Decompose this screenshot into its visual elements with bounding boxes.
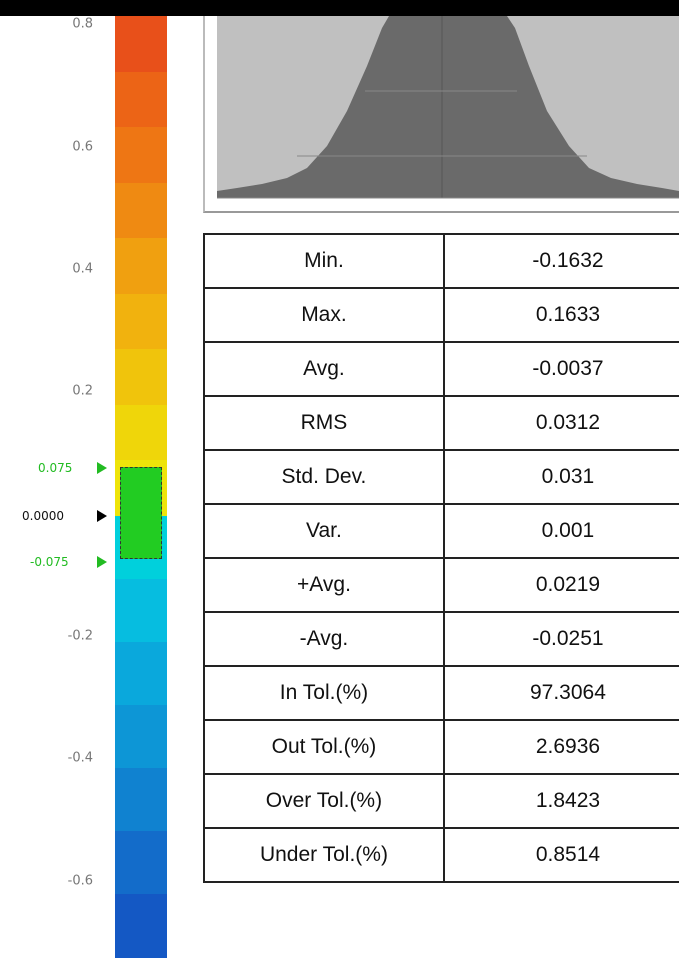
stats-row: Out Tol.(%) 2.6936 — [203, 719, 679, 775]
scale-color-band — [115, 404, 167, 462]
stat-label: -Avg. — [203, 611, 445, 667]
scale-color-band — [115, 349, 167, 406]
stats-row: +Avg. 0.0219 — [203, 557, 679, 613]
scale-color-band — [115, 71, 167, 129]
stat-value: 0.0219 — [442, 557, 679, 613]
stat-value: 97.3064 — [442, 665, 679, 721]
scale-color-band — [115, 127, 167, 184]
scale-color-band — [115, 238, 167, 295]
stats-row: Max. 0.1633 — [203, 287, 679, 343]
stats-row: RMS 0.0312 — [203, 395, 679, 451]
lower-tolerance-marker-icon[interactable] — [97, 556, 107, 568]
scale-color-band — [115, 16, 167, 73]
stat-label: Min. — [203, 233, 445, 289]
upper-tolerance-marker-icon[interactable] — [97, 462, 107, 474]
stat-label: Under Tol.(%) — [203, 827, 445, 883]
statistics-table: Min. -0.1632 Max. 0.1633 Avg. -0.0037 RMS 0.031… — [203, 233, 679, 883]
histogram-distribution — [217, 16, 679, 198]
stats-row: Under Tol.(%) 0.8514 — [203, 827, 679, 883]
window-top-bar — [0, 0, 679, 16]
scale-color-band — [115, 768, 167, 832]
stats-row: In Tol.(%) 97.3064 — [203, 665, 679, 721]
stat-label: Var. — [203, 503, 445, 559]
scale-color-band — [115, 705, 167, 769]
stats-row: -Avg. -0.0251 — [203, 611, 679, 667]
nominal-label: 0.0000 — [22, 509, 64, 523]
stat-label: Over Tol.(%) — [203, 773, 445, 829]
scale-tick-label: 0.2 — [72, 383, 93, 399]
histogram-plot — [217, 16, 679, 199]
scale-tick-label: -0.6 — [67, 873, 93, 889]
stat-label: In Tol.(%) — [203, 665, 445, 721]
scale-tick-label: -0.2 — [67, 628, 93, 644]
scale-color-band — [115, 894, 167, 958]
stats-row: Std. Dev. 0.031 — [203, 449, 679, 505]
stats-row: Var. 0.001 — [203, 503, 679, 559]
scale-tick-label: 0.6 — [72, 139, 93, 155]
nominal-marker-icon[interactable] — [97, 510, 107, 522]
stat-value: 2.6936 — [442, 719, 679, 775]
scale-color-band — [115, 293, 167, 351]
stat-label: RMS — [203, 395, 445, 451]
stat-value: -0.0037 — [442, 341, 679, 397]
stat-value: 0.0312 — [442, 395, 679, 451]
stat-value: -0.1632 — [442, 233, 679, 289]
upper-tolerance-label: 0.075 — [38, 461, 73, 475]
stat-label: Std. Dev. — [203, 449, 445, 505]
stat-value: 0.031 — [442, 449, 679, 505]
scale-color-band — [115, 831, 167, 895]
stats-row: Over Tol.(%) 1.8423 — [203, 773, 679, 829]
stat-label: Out Tol.(%) — [203, 719, 445, 775]
scale-tick-label: -0.4 — [67, 750, 93, 766]
stat-label: +Avg. — [203, 557, 445, 613]
scale-color-band — [115, 182, 167, 240]
tolerance-band — [120, 467, 162, 559]
lower-tolerance-label: -0.075 — [30, 555, 69, 569]
stats-row: Avg. -0.0037 — [203, 341, 679, 397]
deviation-histogram — [203, 16, 679, 213]
stat-value: -0.0251 — [442, 611, 679, 667]
stat-label: Avg. — [203, 341, 445, 397]
scale-tick-label: 0.8 — [72, 16, 93, 32]
stat-label: Max. — [203, 287, 445, 343]
stat-value: 1.8423 — [442, 773, 679, 829]
stat-value: 0.001 — [442, 503, 679, 559]
stat-value: 0.1633 — [442, 287, 679, 343]
scale-color-band — [115, 579, 167, 643]
scale-tick-label: 0.4 — [72, 261, 93, 277]
scale-color-band — [115, 642, 167, 706]
stats-row: Min. -0.1632 — [203, 233, 679, 289]
stat-value: 0.8514 — [442, 827, 679, 883]
